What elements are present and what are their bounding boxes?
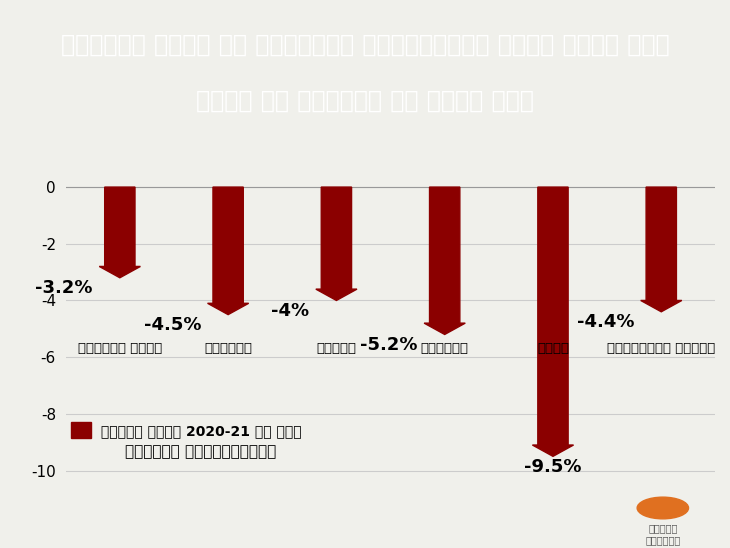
Text: भारत की जीडीपी के बारे में: भारत की जीडीपी के बारे में	[196, 88, 534, 112]
Text: -5.2%: -5.2%	[360, 336, 418, 354]
Text: आईएमएफ: आईएमएफ	[204, 342, 252, 355]
Text: इकरा: इकरा	[537, 342, 569, 355]
Bar	[71, 423, 91, 438]
Circle shape	[637, 497, 688, 519]
Text: -4.4%: -4.4%	[577, 313, 634, 331]
FancyArrow shape	[207, 187, 249, 315]
Text: वर्ल्ड बैंक और क्रेडिट एजेंसियां क्या कहती हैं: वर्ल्ड बैंक और क्रेडिट एजेंसियां क्या कह…	[61, 33, 669, 57]
Text: भास्कर: भास्कर	[645, 535, 680, 545]
Text: नोमूरा: नोमूरा	[420, 342, 469, 355]
Text: -4%: -4%	[272, 302, 310, 320]
FancyArrow shape	[641, 187, 682, 312]
Text: जीडीपी प्रोजेक्शन: जीडीपी प्रोजेक्शन	[126, 444, 277, 460]
Text: एडीबी: एडीबी	[316, 342, 356, 355]
FancyArrow shape	[316, 187, 357, 300]
Text: वर्ल्ड बैंक: वर्ल्ड बैंक	[77, 342, 162, 355]
Text: -9.5%: -9.5%	[524, 458, 582, 476]
Text: -4.5%: -4.5%	[144, 316, 201, 334]
Text: -3.2%: -3.2%	[35, 279, 93, 297]
Text: गोल्डमैन सैक्स: गोल्डमैन सैक्स	[607, 342, 715, 355]
FancyArrow shape	[99, 187, 140, 278]
Text: दैनिक: दैनिक	[648, 523, 677, 533]
FancyArrow shape	[532, 187, 574, 456]
Text: ●: ●	[654, 499, 672, 517]
FancyArrow shape	[424, 187, 465, 334]
Text: वित्त वर्ष 2020-21 के लिए: वित्त वर्ष 2020-21 के लिए	[96, 424, 301, 438]
